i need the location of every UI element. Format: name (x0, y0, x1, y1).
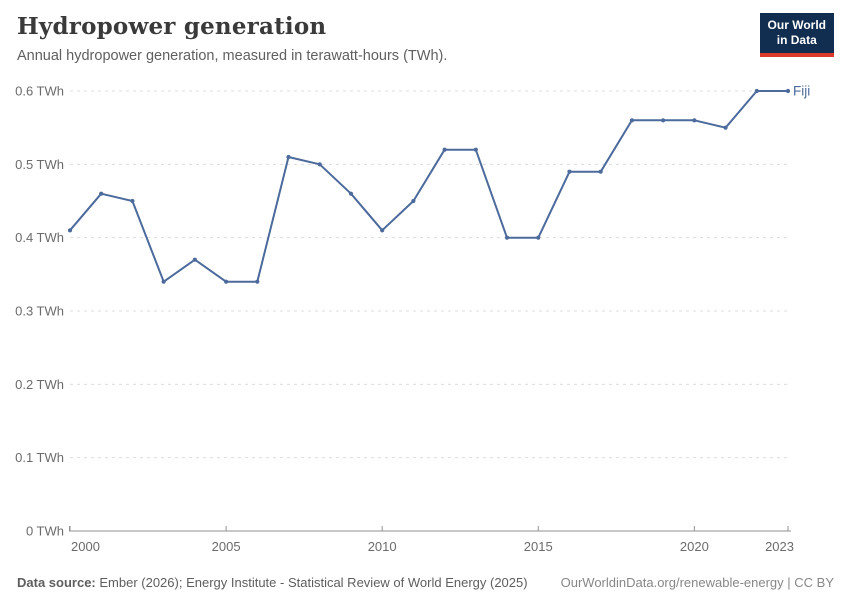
page-title: Hydropower generation (17, 13, 327, 40)
y-axis-label: 0.4 TWh (15, 230, 64, 245)
y-axis-label: 0.6 TWh (15, 84, 64, 99)
chart-footer: Data source: Ember (2026); Energy Instit… (17, 575, 834, 590)
x-axis-label: 2010 (368, 539, 397, 554)
data-point-marker[interactable] (442, 147, 447, 152)
owid-logo[interactable]: Our World in Data (759, 13, 834, 57)
data-point-marker[interactable] (598, 169, 603, 174)
chart-subtitle: Annual hydropower generation, measured i… (17, 48, 448, 64)
data-point-marker[interactable] (567, 169, 572, 174)
x-axis-label: 2015 (524, 539, 553, 554)
data-point-marker[interactable] (723, 125, 728, 130)
data-point-marker[interactable] (785, 88, 791, 94)
data-point-marker[interactable] (504, 235, 510, 240)
data-point-marker[interactable] (473, 147, 478, 152)
data-point-marker[interactable] (692, 118, 697, 123)
data-point-marker[interactable] (130, 198, 135, 204)
data-point-marker[interactable] (223, 279, 229, 284)
data-point-marker[interactable] (286, 154, 291, 160)
data-point-marker[interactable] (754, 88, 759, 94)
owid-logo-line1: Our World (767, 18, 826, 32)
y-axis-label: 0.3 TWh (15, 304, 64, 319)
y-axis-label: 0.2 TWh (15, 377, 64, 392)
data-source-text: Ember (2026); Energy Institute - Statist… (95, 575, 528, 590)
data-source-label: Data source: (17, 575, 96, 590)
owid-url-license[interactable]: OurWorldinData.org/renewable-energy | CC… (560, 575, 834, 590)
series-label-fiji[interactable]: Fiji (793, 84, 810, 99)
data-point-marker[interactable] (380, 228, 385, 233)
data-point-marker[interactable] (192, 257, 197, 262)
series-line-fiji[interactable] (69, 90, 789, 283)
x-axis-label: 2005 (212, 539, 241, 554)
data-point-marker[interactable] (536, 235, 541, 240)
data-source-note: Data source: Ember (2026); Energy Instit… (17, 575, 528, 590)
owid-logo-line2: in Data (776, 33, 817, 48)
x-axis-label: 2000 (71, 539, 100, 554)
y-axis-label: 0 TWh (26, 524, 64, 539)
y-axis-label: 0.1 TWh (15, 450, 64, 465)
data-point-marker[interactable] (161, 279, 166, 284)
data-point-marker[interactable] (629, 118, 635, 123)
data-point-marker[interactable] (661, 118, 666, 123)
data-point-marker[interactable] (348, 191, 354, 196)
y-axis-label: 0.5 TWh (15, 157, 64, 172)
data-point-marker[interactable] (99, 191, 104, 196)
x-axis-label: 2023 (765, 539, 794, 554)
x-axis-label: 2020 (680, 539, 709, 554)
data-point-marker[interactable] (411, 198, 416, 204)
data-point-marker[interactable] (317, 162, 322, 167)
data-point-marker[interactable] (67, 228, 73, 233)
data-point-marker[interactable] (255, 279, 260, 284)
